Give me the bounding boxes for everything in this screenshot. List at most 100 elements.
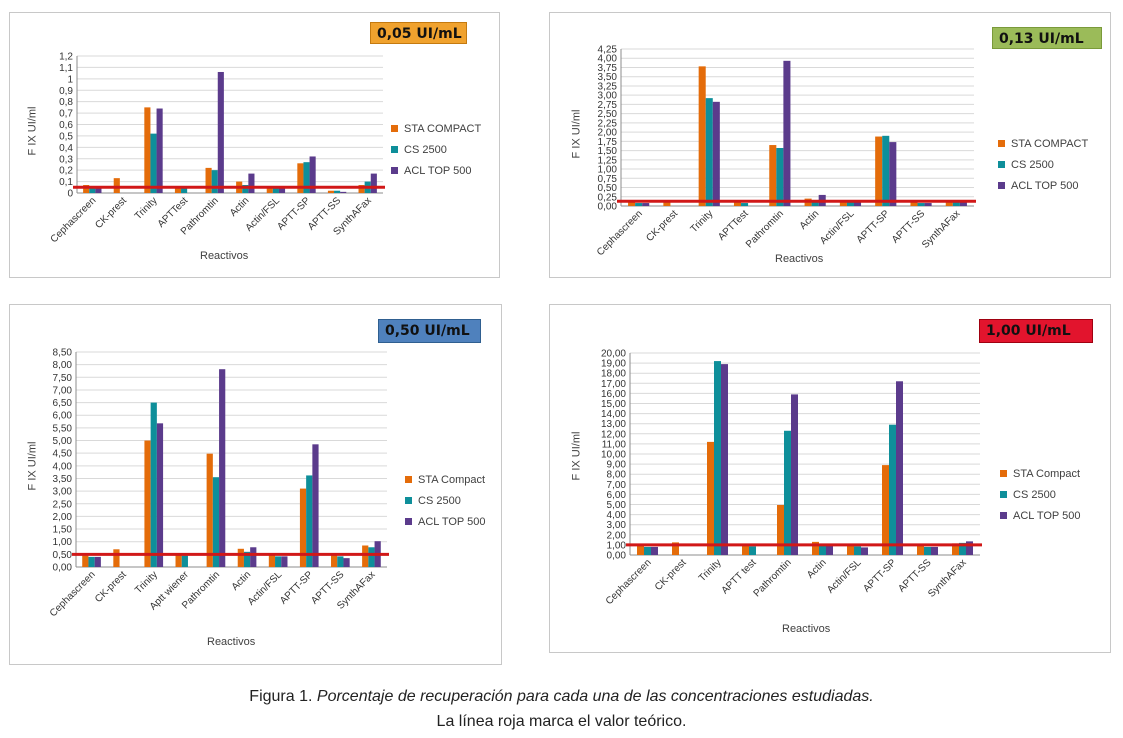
x-tick-label: Actin: [798, 208, 822, 232]
bar-acl-top-500-synthafax: [966, 541, 973, 555]
bar-sta-compact-apttest: [733, 202, 742, 206]
bar-cs-2500-aptt-ss: [924, 546, 931, 555]
legend-swatch: [1000, 512, 1007, 519]
y-tick-label: 1: [67, 74, 73, 85]
concentration-badge: 1,00 UI/mL: [979, 319, 1093, 343]
y-tick-label: 1,50: [53, 525, 73, 536]
y-tick-label: 3,50: [598, 72, 618, 83]
bar-sta-compact-synthafax: [952, 543, 959, 555]
legend-label: CS 2500: [1011, 158, 1054, 171]
bar-acl-top-500-aptt-ss: [924, 203, 932, 206]
bar-cs-2500-aptt-ss: [917, 203, 925, 206]
legend-label: STA COMPACT: [1011, 137, 1089, 150]
y-tick-label: 2,00: [607, 530, 627, 541]
bar-cs-2500-actin: [243, 551, 251, 567]
chart-legend: STA Compact CS 2500 ACL TOP 500: [405, 469, 485, 532]
y-tick-label: 1,50: [598, 146, 618, 157]
y-tick-label: 1,75: [598, 137, 618, 148]
legend-swatch: [998, 161, 1005, 168]
legend-swatch: [391, 167, 398, 174]
bar-sta-compact-aptt-test: [742, 545, 749, 555]
bar-sta-compact-aptt-ss: [327, 190, 335, 193]
y-tick-label: 0,6: [59, 120, 73, 131]
y-tick-label: 0,2: [59, 166, 73, 177]
legend-swatch: [391, 146, 398, 153]
legend-swatch: [405, 518, 412, 525]
chart-panel-4: 0,00 1,00 2,00 3,00 4,00 5,00 6,00 7,00 8,00 9,00…: [549, 304, 1111, 653]
bar-cs-2500-synthafax: [959, 542, 966, 555]
y-tick-label: 1,00: [53, 537, 73, 548]
x-tick-label: CK-prest: [644, 208, 680, 244]
y-tick-label: 0,9: [59, 86, 73, 97]
legend-item: ACL TOP 500: [391, 160, 481, 181]
y-tick-label: 4,50: [53, 449, 73, 460]
y-tick-label: 3,50: [53, 474, 73, 485]
x-tick-label: Actin/FSL: [818, 208, 857, 247]
bar-sta-compact-aptt-ss: [331, 554, 338, 567]
x-tick-label: Cephascreen: [49, 195, 99, 245]
bar-cs-2500-actin: [811, 201, 819, 206]
legend-label: ACL TOP 500: [404, 164, 472, 177]
bar-cs-2500-aptt-wiener: [181, 555, 188, 567]
bar-cs-2500-aptt-sp: [889, 424, 896, 555]
bar-sta-compact-pathromtin: [769, 145, 777, 206]
bar-cs-2500-trinity: [714, 361, 721, 555]
legend-label: CS 2500: [418, 494, 461, 507]
bar-sta-compact-ck-prest: [663, 201, 671, 206]
bar-cs-2500-cephascreen: [89, 188, 96, 193]
y-tick-label: 1,2: [59, 52, 73, 63]
bar-acl-top-500-pathromtin: [219, 369, 226, 567]
y-tick-label: 8,00: [53, 360, 73, 371]
y-tick-label: 0,75: [598, 174, 618, 185]
bar-sta-compact-ck-prest: [113, 549, 120, 567]
x-tick-label: CK-prest: [653, 557, 689, 593]
bar-cs-2500-aptt-sp: [303, 162, 310, 193]
legend-item: STA Compact: [405, 469, 485, 490]
bar-acl-top-500-synthafax: [370, 173, 377, 193]
chart-legend: STA COMPACT CS 2500 ACL TOP 500: [391, 118, 481, 181]
x-tick-label: Cephascreen: [48, 569, 98, 619]
y-tick-label: 0: [67, 189, 73, 200]
bar-acl-top-500-aptt-ss: [343, 558, 350, 567]
chart-panel-2: 0,00 0,25 0,50 0,75 1,00 1,25 1,50 1,75 2,00 2,25…: [549, 12, 1111, 278]
x-tick-label: CK-prest: [93, 195, 129, 231]
x-tick-label: Actin/FSL: [244, 195, 283, 234]
legend-item: ACL TOP 500: [1000, 505, 1080, 526]
bar-acl-top-500-pathromtin: [217, 71, 224, 193]
bar-cs-2500-cephascreen: [88, 556, 95, 567]
bar-cs-2500-aptt-ss: [337, 556, 344, 567]
y-tick-label: 1,00: [598, 165, 618, 176]
bar-cs-2500-trinity: [150, 402, 157, 567]
y-tick-label: 13,00: [601, 419, 626, 430]
bar-sta-compact-synthafax: [362, 545, 369, 567]
chart-svg-2: 0,000,250,500,751,001,251,501,752,002,25…: [595, 45, 976, 258]
bar-acl-top-500-actin-fsl: [861, 547, 868, 555]
chart-svg-4: 0,001,002,003,004,005,006,007,008,009,00…: [601, 349, 982, 607]
x-tick-label: Actin/FSL: [825, 557, 864, 596]
y-tick-label: 5,00: [53, 436, 73, 447]
y-axis-title: F IX UI/ml: [26, 441, 39, 491]
x-tick-label: Actin: [230, 569, 254, 593]
bar-cs-2500-aptt-sp: [882, 135, 890, 206]
bar-cs-2500-apttest: [741, 203, 749, 206]
legend-swatch: [998, 182, 1005, 189]
caption-italic: Porcentaje de recuperación para cada una…: [316, 688, 874, 705]
x-tick-label: Cephascreen: [595, 208, 645, 258]
bar-acl-top-500-actin: [250, 547, 257, 567]
y-tick-label: 2,25: [598, 118, 618, 129]
legend-label: STA Compact: [1013, 467, 1081, 480]
bar-cs-2500-apttest: [181, 188, 188, 193]
bar-sta-compact-ck-prest: [113, 178, 120, 193]
y-tick-label: 17,00: [601, 379, 626, 390]
legend-item: CS 2500: [391, 139, 481, 160]
x-tick-label: Trinity: [133, 195, 160, 222]
bar-sta-compact-pathromtin: [205, 167, 212, 193]
bar-cs-2500-pathromtin: [784, 430, 791, 555]
bar-cs-2500-pathromtin: [776, 148, 784, 206]
bar-cs-2500-aptt-test: [749, 546, 756, 555]
bar-cs-2500-synthafax: [368, 547, 375, 567]
legend-item: STA COMPACT: [998, 133, 1088, 154]
y-tick-label: 3,00: [53, 487, 73, 498]
bar-sta-compact-actin-fsl: [266, 186, 273, 193]
bar-cs-2500-actin-fsl: [854, 546, 861, 555]
